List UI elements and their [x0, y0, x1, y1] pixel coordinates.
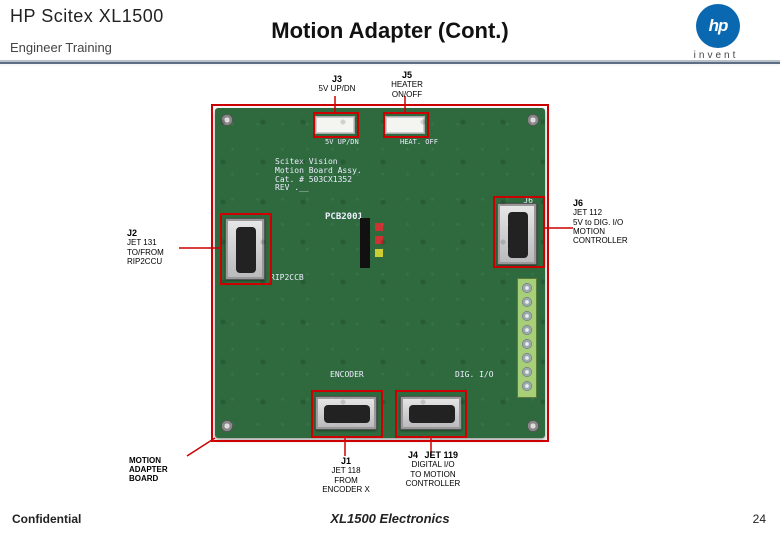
- callout-text: BOARD: [129, 474, 185, 483]
- callout-id: J1: [341, 456, 351, 466]
- callout-text: RIP2CCU: [127, 257, 177, 266]
- callout-id: J2: [127, 228, 137, 238]
- callout-text: 5V to DIG. I/O: [573, 218, 645, 227]
- callout-j3: J3 5V UP/DN: [315, 74, 359, 94]
- callout-text: 5V UP/DN: [315, 84, 359, 93]
- callout-text: HEATER: [385, 80, 429, 89]
- slide-header: HP Scitex XL1500 Engineer Training Motio…: [0, 0, 780, 64]
- footer-title: XL1500 Electronics: [0, 511, 780, 526]
- board-diagram: Scitex Vision Motion Board Assy. Cat. # …: [165, 78, 625, 498]
- callout-board: MOTION ADAPTER BOARD: [129, 456, 185, 484]
- callout-id: J4: [408, 450, 418, 460]
- callout-text: TO MOTION: [397, 470, 469, 479]
- slide-title: Motion Adapter (Cont.): [0, 18, 780, 44]
- callout-j6: J6 JET 112 5V to DIG. I/O MOTION CONTROL…: [573, 198, 645, 245]
- callout-text: FROM: [313, 476, 379, 485]
- callout-id: J3: [332, 74, 342, 84]
- callout-text: TO/FROM: [127, 248, 177, 257]
- callout-j2: J2 JET 131 TO/FROM RIP2CCU: [127, 228, 177, 266]
- callout-text: CONTROLLER: [573, 236, 645, 245]
- callout-j5: J5 HEATER ON/OFF: [385, 70, 429, 99]
- callout-text: ADAPTER: [129, 465, 185, 474]
- callout-id2: JET 119: [425, 450, 459, 460]
- hp-logo-mark: hp: [696, 4, 740, 48]
- callout-text: JET 131: [127, 238, 177, 247]
- callout-text: MOTION: [573, 227, 645, 236]
- header-divider: [0, 60, 780, 66]
- callout-id: J6: [573, 198, 583, 208]
- callout-j4: J4 JET 119 DIGITAL I/O TO MOTION CONTROL…: [397, 450, 469, 488]
- callout-text: ON/OFF: [385, 90, 429, 99]
- callout-text: JET 118: [313, 466, 379, 475]
- callout-id: J5: [402, 70, 412, 80]
- hp-logo: hp invent: [680, 4, 766, 62]
- leader-lines: [165, 78, 625, 498]
- callout-j1: J1 JET 118 FROM ENCODER X: [313, 456, 379, 494]
- callout-text: JET 112: [573, 208, 645, 217]
- callout-text: CONTROLLER: [397, 479, 469, 488]
- callout-text: ENCODER X: [313, 485, 379, 494]
- callout-text: MOTION: [129, 456, 185, 465]
- footer-page-number: 24: [753, 512, 766, 526]
- callout-text: DIGITAL I/O: [397, 460, 469, 469]
